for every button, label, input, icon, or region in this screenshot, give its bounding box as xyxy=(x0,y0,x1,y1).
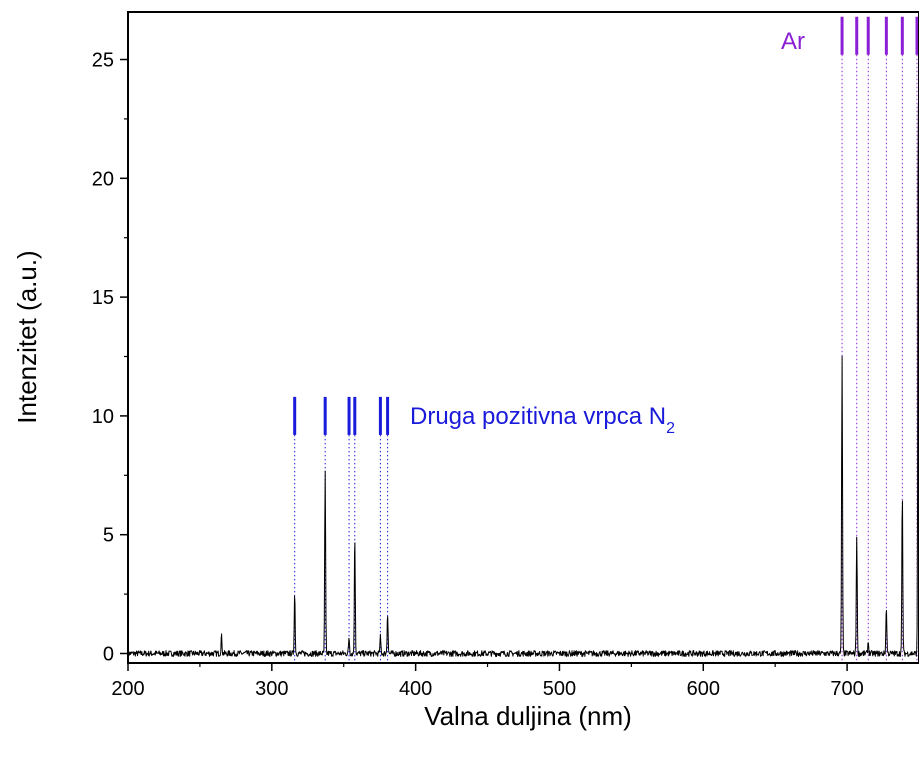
x-tick-label: 400 xyxy=(399,678,432,700)
annotation-guide-lines xyxy=(294,54,918,663)
y-axis-ticks: 0 5 10 15 20 25 xyxy=(92,50,128,665)
spectrum-line xyxy=(127,103,919,657)
n2-annotation-label: Druga pozitivna vrpca N2 xyxy=(410,403,675,437)
x-tick-label: 600 xyxy=(687,678,720,700)
y-tick-label: 10 xyxy=(92,406,114,428)
n2-label-text: Druga pozitivna vrpca N xyxy=(410,403,666,430)
annotation-markers xyxy=(293,16,919,435)
x-axis-ticks: 200 300 400 500 600 700 xyxy=(111,663,864,700)
x-tick-label: 200 xyxy=(111,678,144,700)
y-tick-label: 0 xyxy=(103,643,114,665)
y-tick-label: 20 xyxy=(92,168,114,190)
y-axis-title: Intenzitet (a.u.) xyxy=(12,250,42,423)
plot-frame xyxy=(127,11,919,664)
x-tick-label: 700 xyxy=(830,678,863,700)
x-tick-label: 500 xyxy=(543,678,576,700)
ar-annotation-label: Ar xyxy=(781,28,805,55)
x-axis-title: Valna duljina (nm) xyxy=(424,701,632,731)
x-tick-label: 300 xyxy=(255,678,288,700)
y-tick-label: 15 xyxy=(92,287,114,309)
y-tick-label: 25 xyxy=(92,50,114,72)
y-tick-label: 5 xyxy=(103,525,114,547)
n2-label-subscript: 2 xyxy=(666,420,675,437)
